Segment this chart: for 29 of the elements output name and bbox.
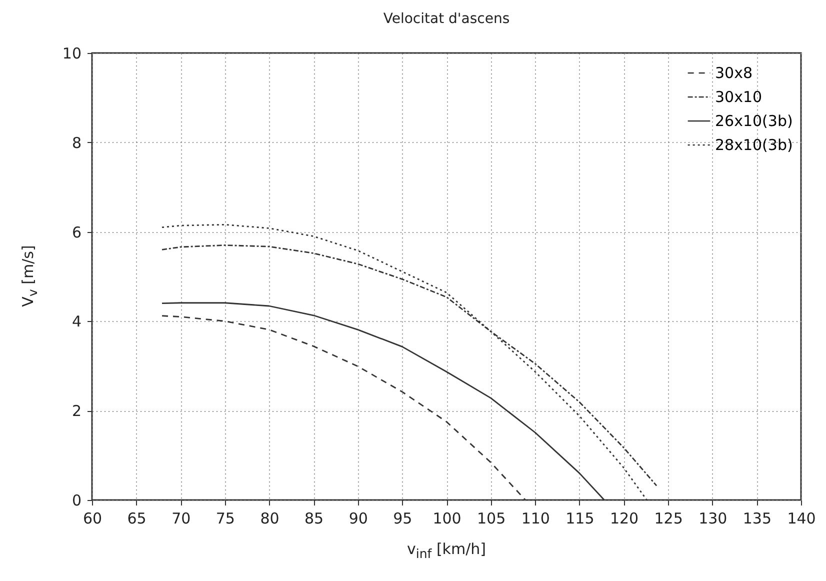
x-tick-label: 80	[260, 510, 280, 528]
legend-label: 26x10(3b)	[715, 112, 793, 130]
legend-label: 28x10(3b)	[715, 136, 793, 154]
x-tick-label: 125	[654, 510, 683, 528]
x-tick-label: 120	[610, 510, 639, 528]
y-tick-label: 0	[72, 492, 82, 510]
x-tick-label: 135	[742, 510, 772, 528]
y-tick-label: 4	[72, 312, 82, 331]
chart-title: Velocitat d'ascens	[383, 11, 510, 27]
x-tick-label: 65	[127, 510, 146, 528]
legend-label: 30x8	[715, 64, 753, 82]
x-tick-label: 75	[216, 510, 235, 528]
x-tick-label: 105	[476, 510, 506, 528]
x-tick-label: 140	[787, 510, 816, 528]
x-tick-label: 130	[698, 510, 728, 528]
x-axis-title: v$_{inf}$ [km/h]	[406, 540, 488, 561]
x-tick-label: 90	[348, 510, 368, 528]
x-tick-label: 95	[393, 510, 412, 528]
y-tick-label: 6	[72, 223, 82, 242]
y-tick-label: 8	[72, 134, 82, 152]
x-tick-label: 85	[304, 510, 324, 528]
x-tick-label: 60	[82, 510, 102, 528]
x-tick-label: 115	[566, 510, 594, 528]
x-tick-label: 70	[172, 510, 191, 528]
x-tick-label: 100	[432, 510, 462, 528]
y-tick-label: 2	[72, 402, 82, 420]
x-tick-label: 110	[521, 510, 550, 528]
y-tick-label: 10	[62, 44, 82, 62]
legend-label: 30x10	[715, 88, 762, 106]
